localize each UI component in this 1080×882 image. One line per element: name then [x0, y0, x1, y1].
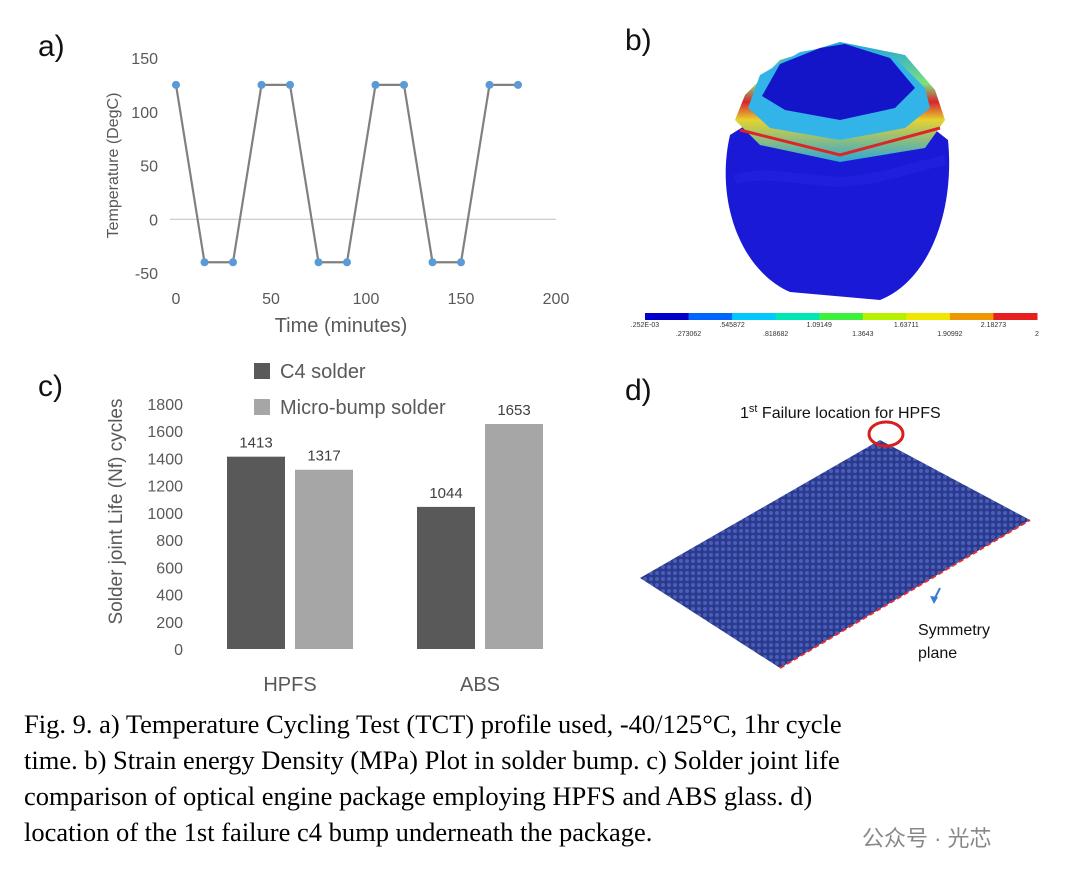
y-tick-label: 200	[156, 615, 183, 632]
y-tick-label: 1000	[147, 506, 183, 523]
panel-label: b)	[625, 24, 652, 57]
data-label: 1317	[307, 448, 340, 465]
colorbar-label: 1.63711	[894, 322, 919, 329]
marker	[286, 80, 294, 89]
x-axis-label: Time (minutes)	[275, 315, 408, 337]
failure-label: 1st Failure location for HPFS	[740, 403, 941, 422]
x-tick-label: 50	[262, 291, 280, 308]
panel-label: d)	[625, 374, 652, 407]
marker	[257, 80, 266, 89]
marker	[400, 80, 408, 89]
y-tick-label: 50	[140, 159, 158, 176]
failure-suffix: st	[749, 403, 758, 415]
colorbar-label: .252E-03	[631, 322, 660, 329]
colorbar-label: 2	[1035, 331, 1039, 338]
y-tick-label: 600	[156, 560, 183, 577]
data-label: 1413	[239, 435, 272, 452]
caption-line: comparison of optical engine package emp…	[24, 781, 812, 811]
y-tick-label: 0	[149, 212, 158, 229]
colorbar-label: 2.18273	[981, 322, 1006, 329]
data-label: 1044	[429, 485, 462, 502]
solder-bump-plot	[725, 42, 950, 300]
colorbar-label: 1.09149	[807, 322, 832, 329]
x-tick-label: ABS	[460, 674, 500, 696]
colorbar-label: .273062	[676, 331, 701, 338]
x-tick-label: 0	[172, 291, 181, 308]
y-tick-label: 400	[156, 588, 183, 605]
marker	[514, 80, 522, 89]
colorbar-label: .818682	[763, 331, 788, 338]
bar	[417, 506, 475, 649]
caption-line: location of the 1st failure c4 bump unde…	[24, 817, 652, 847]
panel-label: a)	[38, 30, 65, 63]
bar	[295, 469, 353, 649]
data-label: 1653	[497, 402, 530, 419]
caption-line: Fig. 9. a) Temperature Cycling Test (TCT…	[24, 709, 842, 739]
bump-array	[640, 420, 1031, 669]
x-tick-label: HPFS	[263, 674, 316, 696]
symmetry-label: plane	[918, 645, 957, 662]
marker	[229, 258, 237, 267]
marker	[314, 258, 323, 267]
bar	[485, 424, 543, 649]
marker	[371, 80, 380, 89]
legend-label: C4 solder	[280, 361, 366, 383]
legend-swatch	[254, 363, 270, 379]
colorbar-segment	[732, 313, 777, 320]
legend-label: Micro-bump solder	[280, 397, 446, 419]
marker	[457, 258, 465, 267]
marker	[485, 80, 494, 89]
colorbar-segment	[949, 313, 994, 320]
colorbar-label: 1.3643	[852, 331, 874, 338]
colorbar-segment	[688, 313, 733, 320]
x-tick-label: 150	[448, 291, 475, 308]
x-tick-label: 100	[353, 291, 380, 308]
caption-line: time. b) Strain energy Density (MPa) Plo…	[24, 745, 840, 775]
bar	[227, 456, 285, 649]
y-tick-label: 1600	[147, 424, 183, 441]
line	[174, 83, 518, 264]
y-axis-label: Solder joint Life (Nf) cycles	[106, 399, 127, 625]
y-tick-label: -50	[135, 266, 158, 283]
y-tick-label: 150	[131, 51, 158, 68]
legend-swatch	[254, 399, 270, 415]
marker	[172, 80, 180, 89]
colorbar: .252E-03 .273062 .545872 .818682 1.09149 1.36…	[631, 313, 1039, 338]
colorbar-segment	[645, 313, 690, 320]
marker	[428, 258, 437, 267]
y-tick-label: 0	[174, 642, 183, 659]
symmetry-label: Symmetry	[918, 622, 990, 639]
colorbar-segment	[775, 313, 820, 320]
colorbar-segment	[819, 313, 864, 320]
marker	[200, 258, 209, 267]
colorbar-segment	[862, 313, 907, 320]
failure-text: Failure location for HPFS	[757, 405, 940, 422]
y-tick-label: 1400	[147, 451, 183, 468]
y-tick-label: 1200	[147, 479, 183, 496]
colorbar-label: .545872	[719, 322, 744, 329]
colorbar-segment	[906, 313, 951, 320]
y-tick-label: 1800	[147, 397, 183, 414]
failure-number: 1	[740, 405, 749, 422]
x-tick-label: 200	[543, 291, 570, 308]
watermark: 公众号 · 光芯	[862, 826, 992, 851]
y-tick-label: 100	[131, 105, 158, 122]
colorbar-label: 1.90992	[937, 331, 962, 338]
marker	[343, 258, 351, 267]
y-tick-label: 800	[156, 533, 183, 550]
panel-label: c)	[38, 370, 63, 403]
colorbar-segment	[993, 313, 1038, 320]
y-axis-label: Temperature (DegC)	[105, 93, 122, 239]
